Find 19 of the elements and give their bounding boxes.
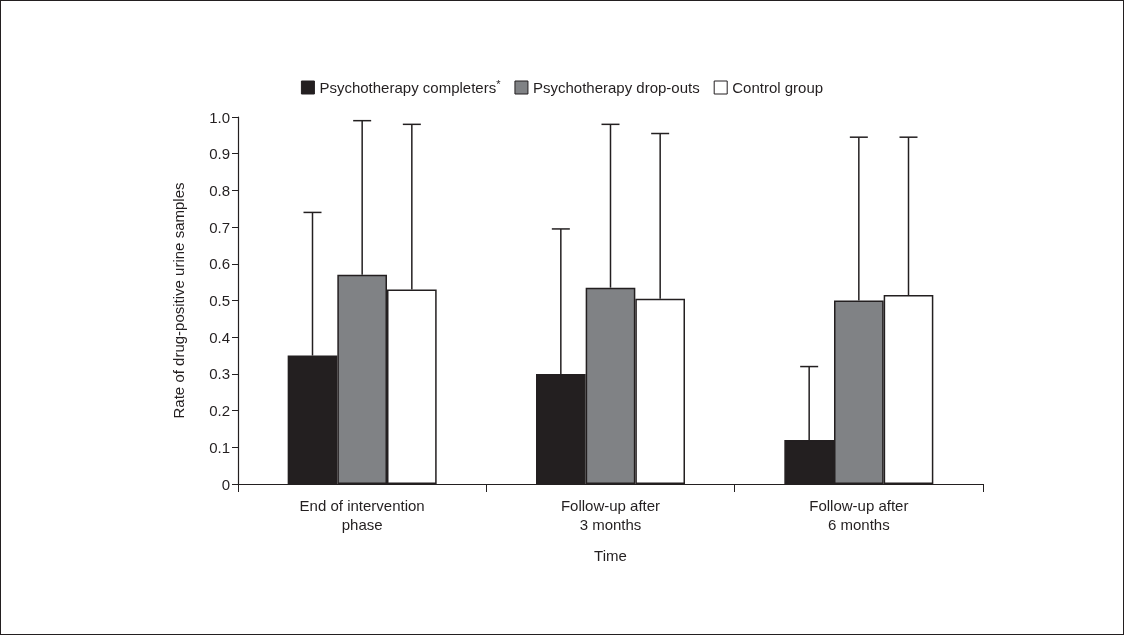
y-tick-label: 0 bbox=[221, 475, 230, 493]
legend-label: Psychotherapy drop-outs bbox=[532, 79, 700, 96]
y-tick-label: 0.8 bbox=[209, 181, 230, 199]
y-tick-label: 0.2 bbox=[209, 402, 230, 420]
legend-label: Control group bbox=[732, 79, 824, 96]
y-tick-label: 0.1 bbox=[209, 438, 230, 456]
y-tick-label: 0.6 bbox=[209, 255, 230, 273]
y-axis-title: Rate of drug-positive urine samples bbox=[170, 182, 187, 419]
legend-label: Psychotherapy completers* bbox=[319, 77, 502, 96]
y-tick-label: 0.7 bbox=[209, 218, 230, 236]
x-tick-label: End of intervention phase bbox=[299, 497, 425, 533]
x-tick-label: Follow-up after 3 months bbox=[560, 497, 661, 533]
y-tick-label: 0.5 bbox=[209, 292, 230, 309]
x-tick-label: Follow-up after 6 months bbox=[809, 497, 909, 533]
x-axis-title: Time bbox=[594, 547, 627, 564]
y-tick-label: 0.9 bbox=[209, 145, 230, 163]
y-tick-label: 1.0 bbox=[209, 108, 230, 126]
y-tick-label: 0.3 bbox=[209, 365, 230, 383]
y-tick-label: 0.4 bbox=[209, 328, 230, 346]
